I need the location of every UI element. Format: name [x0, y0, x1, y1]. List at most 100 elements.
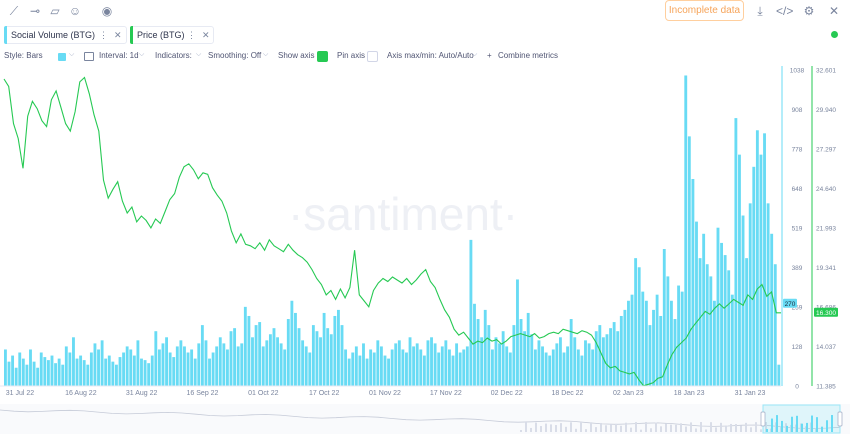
remove-metric-icon[interactable]: ✕ [202, 30, 210, 40]
price-tick-label: 21.993 [816, 226, 836, 233]
volume-bar [437, 352, 441, 386]
volume-bar [157, 349, 161, 386]
pin-axis-checkbox[interactable] [367, 51, 378, 62]
more-options-icon[interactable]: ⋮ [99, 30, 108, 40]
volume-bar [226, 349, 229, 386]
volume-bar [712, 300, 716, 386]
pin-axis-label: Pin axis [337, 51, 366, 60]
volume-bar [616, 331, 620, 386]
overview-bar [575, 428, 577, 432]
volume-bar [222, 343, 226, 386]
chevron-down-icon[interactable]: ⌵ [139, 51, 145, 58]
volume-bar [569, 319, 573, 386]
volume-bar [709, 276, 713, 386]
smoothing-selector[interactable]: Smoothing: Off [208, 51, 262, 60]
show-axis-checkbox[interactable] [317, 51, 328, 62]
price-last-value: 16.300 [816, 310, 836, 317]
volume-bar [501, 331, 505, 386]
volume-bar [498, 343, 501, 386]
note-icon[interactable]: ▱ [50, 4, 60, 18]
volume-bar [304, 346, 308, 386]
embed-code-icon[interactable]: </> [776, 4, 794, 18]
volume-bar [200, 325, 204, 386]
volume-bar [541, 346, 544, 386]
remove-metric-icon[interactable]: ✕ [114, 30, 122, 40]
volume-bar [154, 331, 158, 386]
volume-bar [79, 355, 83, 386]
volume-bar [333, 315, 337, 386]
overview-bar [620, 425, 622, 432]
emoji-icon[interactable]: ☺ [68, 4, 82, 18]
volume-bar [208, 358, 211, 386]
volume-bar [458, 352, 462, 386]
volume-bar [580, 355, 584, 386]
volume-tick-label: 0 [795, 384, 799, 391]
volume-bar [473, 303, 476, 386]
metric-tab-price[interactable]: Price (BTG) ⋮ ✕ [130, 26, 214, 44]
x-tick-label: 18 Jan 23 [674, 390, 705, 397]
volume-bar [11, 355, 15, 386]
volume-bar [745, 258, 749, 386]
interval-selector[interactable]: Interval: 1d [99, 51, 139, 60]
volume-bar [204, 340, 208, 386]
volume-bar [526, 312, 530, 386]
overview-bar [585, 429, 587, 432]
overview-bar [595, 427, 597, 432]
x-tick-label: 18 Dec 22 [552, 390, 584, 397]
volume-bar [748, 203, 752, 386]
volume-bar [111, 361, 115, 386]
horizontal-ray-icon[interactable]: ⊸ [29, 4, 41, 18]
show-axis-label: Show axis [278, 51, 315, 60]
overview-bar [670, 424, 672, 432]
color-swatch[interactable] [58, 53, 66, 61]
overview-bar [650, 428, 652, 432]
volume-bar [630, 294, 634, 386]
close-icon[interactable]: ✕ [828, 4, 840, 18]
volume-bar [648, 325, 652, 386]
volume-tick-label: 389 [792, 265, 803, 272]
volume-bar [254, 325, 258, 386]
volume-bar [773, 264, 777, 386]
overview-bar [735, 424, 737, 432]
volume-bar [168, 352, 172, 386]
main-chart[interactable]: ·santiment· 31 Jul 22 16 Aug 22 31 Aug 22 16… [0, 66, 850, 402]
overview-bar [555, 425, 557, 432]
volume-bar [777, 364, 781, 386]
eye-icon[interactable]: ◉ [101, 4, 113, 18]
gear-icon[interactable]: ⚙ [803, 4, 815, 18]
chevron-down-icon[interactable]: ⌵ [69, 51, 75, 58]
indicators-selector[interactable]: Indicators: [155, 51, 192, 60]
volume-bar [89, 352, 93, 386]
volume-bar [705, 264, 709, 386]
plus-icon[interactable]: + [487, 51, 492, 60]
volume-bar [720, 242, 723, 386]
chevron-down-icon[interactable]: ⌵ [263, 51, 269, 58]
pencil-line-icon[interactable]: ⟋ [9, 4, 19, 18]
volume-bar [14, 367, 18, 386]
chevron-down-icon[interactable]: ⌵ [196, 51, 202, 58]
download-icon[interactable]: ⤓ [757, 4, 763, 18]
volume-bar [50, 355, 54, 386]
metric-tab-social-volume[interactable]: Social Volume (BTG) ⋮ ✕ [4, 26, 127, 44]
volume-bar [430, 337, 433, 386]
volume-bar [344, 349, 348, 386]
volume-bar [115, 364, 118, 386]
chart-overview-navigator[interactable] [0, 404, 850, 434]
overview-bar [765, 422, 767, 432]
live-status-dot [831, 31, 838, 38]
more-options-icon[interactable]: ⋮ [187, 30, 196, 40]
volume-bar [408, 337, 412, 386]
x-tick-label: 31 Aug 22 [126, 390, 158, 397]
incomplete-data-button[interactable]: Incomplete data [665, 0, 744, 21]
style-selector[interactable]: Style: Bars [4, 51, 43, 60]
volume-bar [165, 337, 168, 386]
chevron-down-icon[interactable]: ⌵ [472, 51, 478, 58]
price-tick-label: 19.341 [816, 265, 836, 272]
volume-bar [573, 337, 577, 386]
axis-minmax-selector[interactable]: Axis max/min: Auto/Auto [387, 51, 474, 60]
volume-bar [548, 355, 552, 386]
combine-metrics-button[interactable]: Combine metrics [498, 51, 559, 60]
volume-bar [490, 349, 494, 386]
overview-bar [630, 427, 632, 432]
volume-bar [247, 315, 251, 386]
